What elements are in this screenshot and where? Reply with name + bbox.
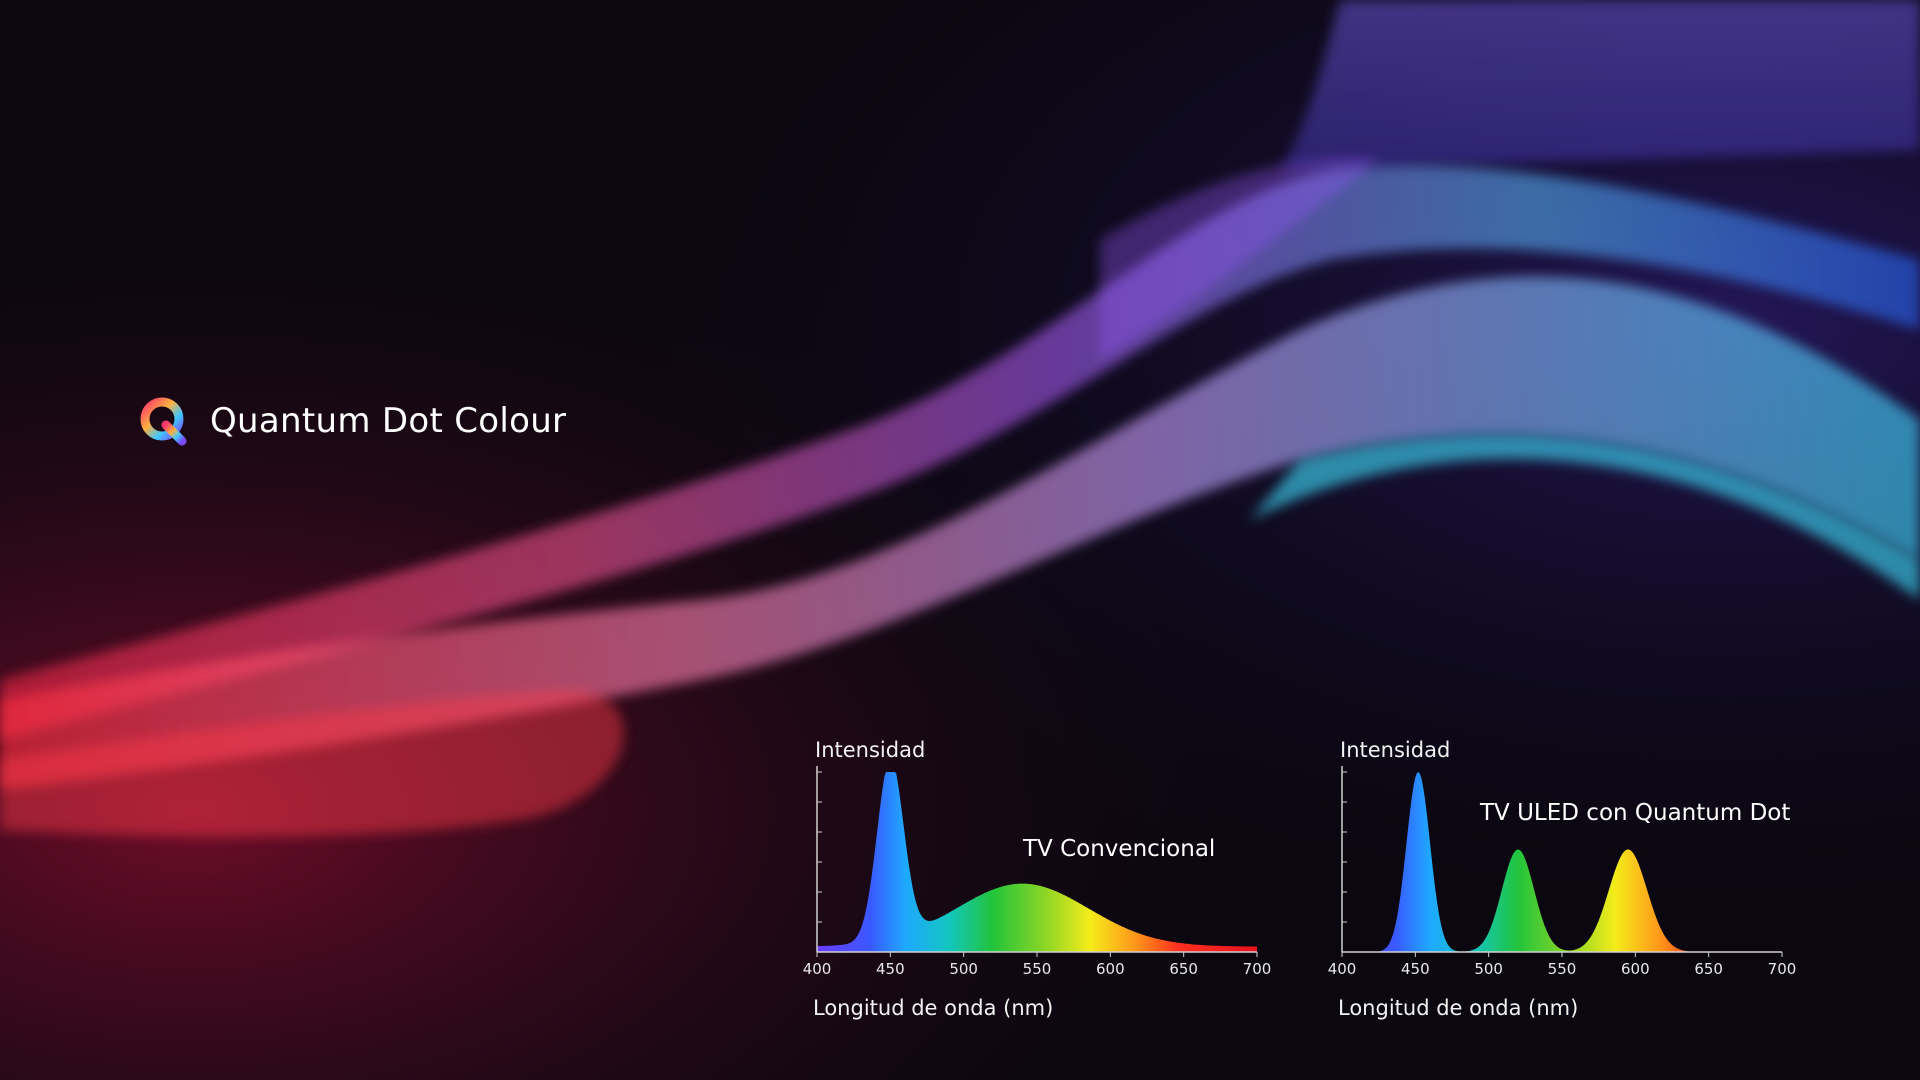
x-tick-label: 700 <box>1768 960 1797 978</box>
brand: Quantum Dot Colour <box>138 396 566 446</box>
spectrum-area <box>817 772 1257 952</box>
x-tick-label: 650 <box>1169 960 1198 978</box>
x-axis-label: Longitud de onda (nm) <box>1338 996 1579 1020</box>
x-tick-label: 450 <box>1401 960 1430 978</box>
plot-area: 400 450 500 550 600 650 700 <box>803 766 1272 978</box>
x-tick-label: 500 <box>949 960 978 978</box>
x-tick-label: 500 <box>1474 960 1503 978</box>
x-tick-label: 650 <box>1694 960 1723 978</box>
plot-area: 400 450 500 550 600 650 700 <box>1328 766 1797 978</box>
series-label: TV ULED con Quantum Dot <box>1480 800 1791 826</box>
x-tick-label: 550 <box>1548 960 1577 978</box>
spectrum-chart-uled-quantum-dot: Intensidad TV ULED con Quantum Dot 400 45… <box>1328 730 1800 1030</box>
quantum-q-logo-icon <box>140 397 187 446</box>
y-axis-label: Intensidad <box>815 738 926 762</box>
x-tick-label: 700 <box>1243 960 1272 978</box>
x-tick-label: 400 <box>803 960 832 978</box>
spectrum-area <box>1342 772 1782 952</box>
x-tick-label: 600 <box>1096 960 1125 978</box>
x-tick-label: 550 <box>1023 960 1052 978</box>
x-tick-label: 600 <box>1621 960 1650 978</box>
x-axis-label: Longitud de onda (nm) <box>813 996 1054 1020</box>
spectrum-chart-conventional: Intensidad TV Convencional 400 450 500 550 6… <box>803 730 1275 1030</box>
y-axis-label: Intensidad <box>1340 738 1451 762</box>
series-label: TV Convencional <box>1023 836 1216 862</box>
x-tick-label: 450 <box>876 960 905 978</box>
brand-title: Quantum Dot Colour <box>210 401 567 441</box>
x-tick-label: 400 <box>1328 960 1357 978</box>
